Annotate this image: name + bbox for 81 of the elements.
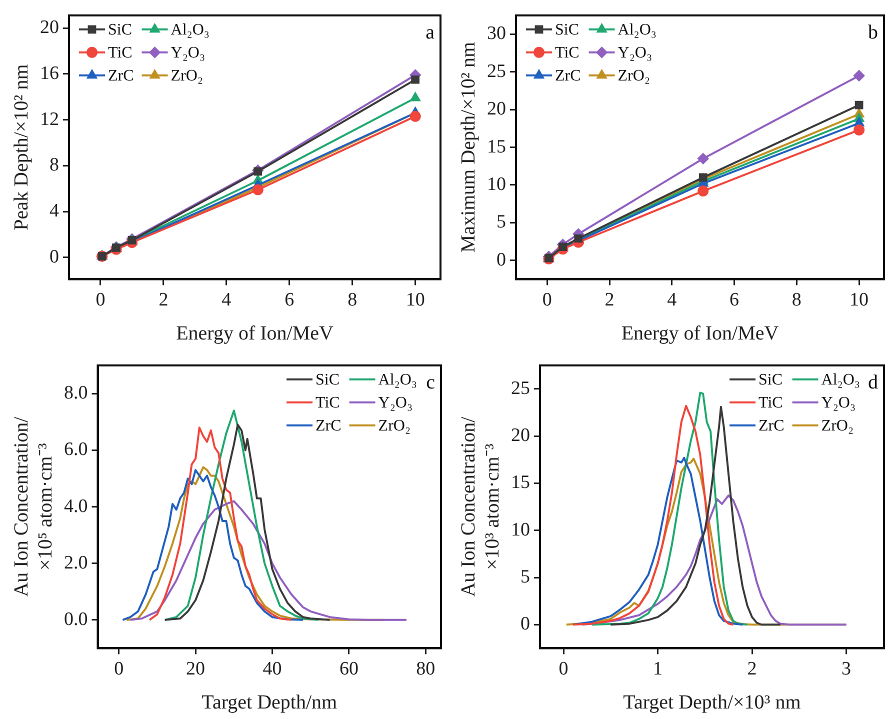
- x-tick-label: 0: [96, 290, 106, 311]
- x-tick-label: 80: [416, 658, 436, 680]
- y-tick-label: 5: [520, 566, 530, 588]
- annotation: a: [426, 22, 435, 44]
- x-tick-label: 0: [542, 290, 552, 311]
- y-axis-title: Peak Depth/×10² nm: [10, 64, 32, 230]
- x-axis-title: Target Depth/nm: [202, 691, 338, 714]
- y-tick-label: 25: [511, 378, 530, 399]
- x-tick-label: 60: [339, 658, 358, 680]
- annotation: b: [868, 22, 878, 44]
- y-tick-label: 12: [40, 108, 59, 130]
- y-tick-label: 5: [496, 212, 506, 233]
- x-tick-label: 40: [262, 658, 282, 680]
- y-tick-label: 8: [50, 154, 59, 176]
- legend-label: TiC: [316, 394, 340, 412]
- y-tick-label: 10: [487, 174, 506, 195]
- y-tick-label: 4.0: [64, 496, 88, 517]
- y-tick-label: 10: [511, 519, 530, 540]
- y-tick-label: 0: [520, 614, 530, 635]
- legend-label: ZrC: [758, 418, 784, 435]
- legend-label: SiC: [758, 372, 783, 389]
- x-tick-label: 0: [558, 658, 568, 680]
- legend-label: SiC: [108, 22, 132, 39]
- legend-label: TiC: [555, 44, 580, 62]
- x-tick-label: 2: [747, 658, 757, 680]
- x-tick-label: 6: [730, 290, 740, 311]
- x-tick-label: 10: [850, 290, 869, 311]
- x-tick-label: 10: [406, 290, 425, 311]
- legend-label: ZrO₂: [378, 418, 411, 435]
- legend-label: Al₂O₃: [618, 22, 656, 39]
- legend-label: ZrC: [555, 68, 581, 85]
- x-tick-label: 3: [842, 658, 852, 680]
- x-tick-label: 4: [667, 290, 678, 311]
- x-tick-label: 4: [222, 290, 232, 311]
- y-tick-label: 0: [50, 246, 59, 268]
- legend-label: Y₂O₃: [378, 394, 413, 412]
- legend-label: SiC: [316, 372, 340, 389]
- y-axis-title: Au Ion Concentration/×10⁵ atom·cm⁻³: [10, 416, 56, 597]
- legend-label: ZrC: [108, 68, 134, 85]
- y-tick-label: 30: [487, 23, 506, 44]
- legend-label: ZrO₂: [618, 68, 650, 85]
- y-tick-label: 20: [487, 98, 506, 120]
- legend-label: Al₂O₃: [378, 372, 418, 389]
- y-tick-label: 2.0: [64, 552, 88, 574]
- x-tick-label: 6: [284, 290, 294, 311]
- y-tick-label: 6.0: [64, 439, 88, 460]
- legend-label: Y₂O₃: [170, 44, 206, 62]
- y-tick-label: 20: [511, 425, 530, 446]
- y-tick-label: 25: [487, 60, 506, 82]
- y-tick-label: 16: [40, 62, 59, 84]
- x-tick-label: 1: [653, 658, 663, 680]
- y-tick-label: 4: [50, 200, 60, 222]
- y-axis-title: Maximum Depth/×10² nm: [457, 42, 480, 253]
- y-tick-label: 15: [511, 472, 530, 494]
- legend-label: ZrC: [316, 418, 342, 435]
- x-tick-label: 8: [792, 290, 802, 311]
- annotation: c: [426, 372, 436, 394]
- x-tick-label: 8: [348, 290, 358, 311]
- legend-label: SiC: [555, 22, 580, 39]
- legend-label: TiC: [758, 394, 783, 412]
- x-tick-label: 20: [186, 658, 206, 680]
- y-tick-label: 0: [496, 249, 506, 270]
- y-tick-label: 8.0: [64, 382, 88, 404]
- y-axis-title: Au Ion Concentration/×10³ atom·cm⁻³: [457, 416, 504, 597]
- x-axis-title: Energy of Ion/MeV: [176, 322, 334, 344]
- x-tick-label: 0: [114, 658, 124, 680]
- legend-label: ZrO₂: [170, 68, 204, 85]
- y-tick-label: 20: [40, 17, 59, 38]
- legend-label: Y₂O₃: [821, 394, 856, 412]
- legend-label: Y₂O₃: [618, 44, 652, 62]
- x-tick-label: 2: [158, 290, 168, 311]
- y-tick-label: 0.0: [64, 608, 88, 630]
- x-tick-label: 2: [604, 290, 614, 311]
- legend-label: TiC: [108, 44, 132, 62]
- x-axis-title: Energy of Ion/MeV: [621, 322, 780, 344]
- legend-label: ZrO₂: [821, 418, 854, 435]
- annotation: d: [868, 372, 878, 394]
- y-tick-label: 15: [487, 136, 506, 158]
- legend-label: Al₂O₃: [821, 372, 860, 389]
- legend-label: Al₂O₃: [170, 22, 210, 39]
- x-axis-title: Target Depth/×10³ nm: [623, 691, 802, 714]
